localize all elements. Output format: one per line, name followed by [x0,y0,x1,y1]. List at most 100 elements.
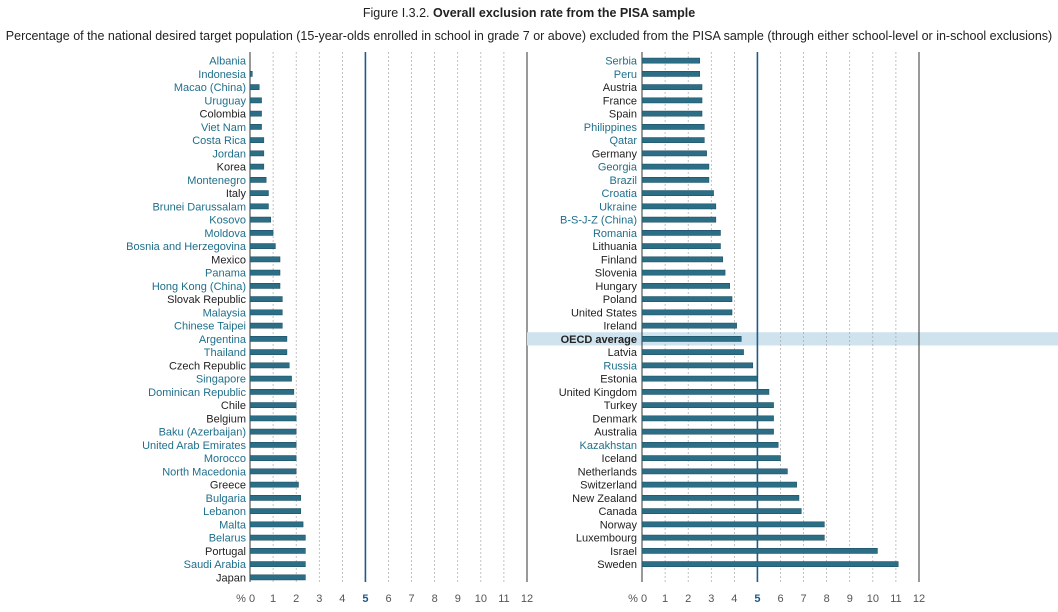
bar [249,243,276,249]
tick-label: 3 [316,593,322,605]
country-label: New Zealand [572,493,637,505]
bar [249,336,288,342]
country-label: Kazakhstan [580,440,637,452]
bar [641,256,724,263]
country-label: Belgium [206,413,246,425]
bar [249,163,265,170]
bar [641,336,742,342]
bar [641,203,717,210]
bar [249,269,281,276]
country-label: Kosovo [209,215,246,227]
bar [249,150,265,157]
chart-title: Overall exclusion rate from the PISA sam… [433,6,696,20]
country-label: Belarus [209,533,247,545]
tick-label: 4 [731,593,737,605]
country-label: Spain [609,109,637,121]
bar [641,137,705,143]
bar [641,561,899,567]
bar [249,442,297,448]
bar [249,481,299,488]
bar [641,322,737,329]
bar [641,150,707,157]
bar [641,349,744,355]
country-label: Japan [216,572,246,584]
bar [641,57,700,64]
tick-label: 9 [455,593,461,605]
bar [641,230,721,236]
bar [249,508,302,514]
country-label: North Macedonia [162,466,247,478]
country-label: Poland [603,294,637,306]
country-label: Australia [594,427,638,439]
country-label: Chinese Taipei [174,321,246,333]
tick-label: 12 [521,593,533,605]
bar [641,283,730,289]
tick-label: 4 [339,593,345,605]
country-label: Brazil [609,175,637,187]
country-label: Georgia [598,162,638,174]
country-label: Turkey [604,400,638,412]
tick-label: 11 [498,593,509,605]
country-label: Korea [217,162,247,174]
country-label: Jordan [212,148,246,160]
bar [249,137,265,143]
bar [249,190,269,196]
country-label: Bosnia and Herzegovina [126,241,247,253]
bar [641,362,754,369]
bar [641,296,733,302]
country-label: Luxembourg [576,533,637,545]
country-label: Iceland [602,453,637,465]
axis-unit-label: % [628,593,638,605]
bar [249,455,297,461]
bar [641,415,774,422]
bar [641,481,797,488]
country-label: B-S-J-Z (China) [560,215,637,227]
bar [249,256,281,263]
bar [641,84,703,90]
bar [641,548,878,554]
country-label: Lithuania [592,241,638,253]
country-label: Dominican Republic [148,387,246,399]
bar [249,389,295,395]
figure-number: Figure I.3.2. [362,6,430,20]
tick-label: 3 [708,593,714,605]
country-label: Montenegro [187,175,246,187]
bar [249,230,274,236]
bar [249,402,297,408]
country-label: Lebanon [203,506,246,518]
bar [249,375,292,382]
bar [249,548,306,554]
country-label: Norway [600,519,638,531]
country-label: OECD average [561,334,637,346]
bar [249,216,272,223]
tick-label: 1 [270,593,276,605]
bar [249,296,283,302]
bar [249,468,297,475]
country-label: Philippines [584,122,638,134]
bar [641,71,700,77]
country-label: Baku (Azerbaijan) [159,427,246,439]
bar [641,163,710,170]
country-label: Panama [205,268,247,280]
bar [641,243,721,249]
country-label: Saudi Arabia [184,559,247,571]
country-label: Indonesia [198,69,247,81]
country-label: Uruguay [204,95,246,107]
country-label: Thailand [204,347,246,359]
bar [249,322,283,329]
tick-label: 0 [641,593,647,605]
country-label: Croatia [602,188,638,200]
country-label: Ukraine [599,201,637,213]
bar [641,124,705,130]
country-label: Canada [598,506,637,518]
tick-label: 6 [385,593,391,605]
country-label: Italy [226,188,247,200]
country-label: Denmark [592,413,637,425]
oecd-average-highlight [527,332,1058,346]
bar [249,415,297,422]
bar [249,574,306,581]
tick-label: 1 [662,593,668,605]
country-label: Czech Republic [169,360,247,372]
bar [641,190,714,196]
